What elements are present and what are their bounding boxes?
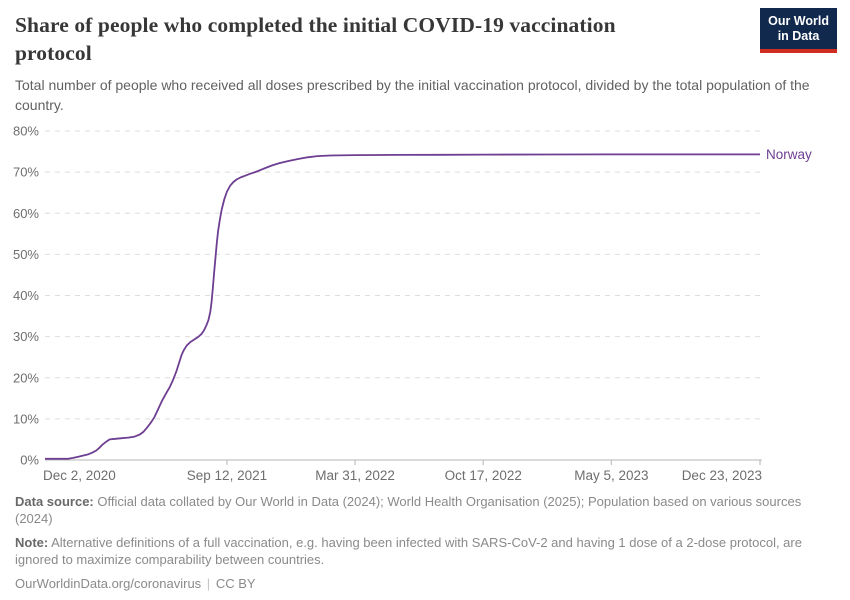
y-axis-tick-label: 40% [13,288,39,303]
x-axis-tick-label: Dec 2, 2020 [43,468,116,483]
y-axis-tick-label: 60% [13,206,39,221]
license-line: OurWorldinData.org/coronavirus | CC BY [15,576,837,593]
x-axis-tick-label: Mar 31, 2022 [315,468,395,483]
x-axis-tick-label: May 5, 2023 [574,468,648,483]
norway-series-line[interactable] [45,153,760,460]
x-axis-tick-label: Dec 23, 2023 [682,468,762,483]
note-text: Alternative definitions of a full vaccin… [15,534,802,567]
chart-subtitle: Total number of people who received all … [15,77,810,113]
y-axis-tick-label: 70% [13,165,39,180]
x-axis-tick-label: Oct 17, 2022 [445,468,522,483]
note-line: Note: Alternative definitions of a full … [15,535,837,569]
note-label: Note: [15,534,49,550]
y-axis-tick-label: 20% [13,370,39,385]
x-axis-tick-label: Sep 12, 2021 [187,468,267,483]
owid-logo-line2: in Data [777,29,820,43]
license-divider: | [206,575,211,591]
data-source-text: Official data collated by Our World in D… [15,494,802,526]
y-axis-tick-label: 10% [13,411,39,426]
owid-url-link[interactable]: OurWorldinData.org/coronavirus [15,575,202,591]
owid-logo-line1: Our World [768,14,829,28]
y-axis-tick-label: 0% [20,453,39,468]
data-source-line: Data source: Official data collated by O… [15,494,837,528]
y-axis-tick-label: 80% [13,124,39,139]
y-axis-tick-label: 30% [13,329,39,344]
series-label-norway[interactable]: Norway [766,147,812,162]
y-axis-tick-label: 50% [13,247,39,262]
data-source-label: Data source: [15,494,94,509]
chart-footer: Data source: Official data collated by O… [15,494,837,599]
owid-logo[interactable]: Our World in Data [760,8,837,53]
license-badge: CC BY [215,575,256,591]
page-title: Share of people who completed the initia… [15,13,616,65]
